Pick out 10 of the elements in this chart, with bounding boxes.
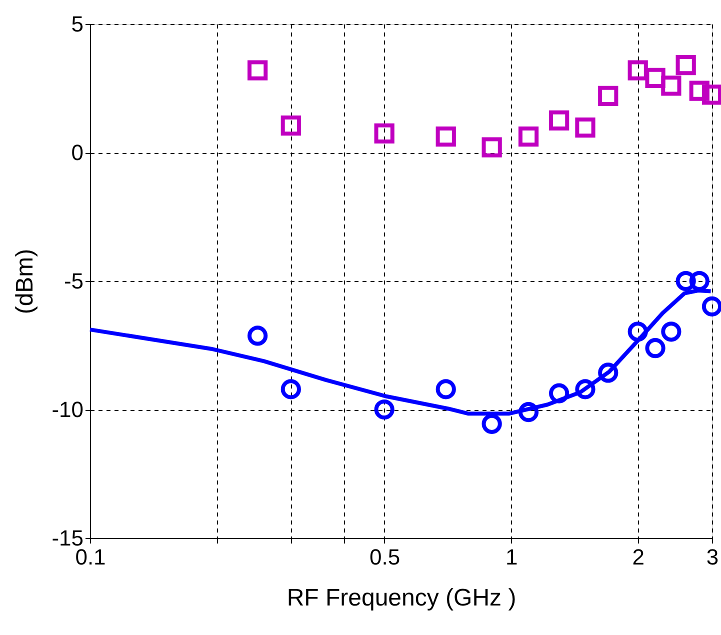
y-tick-label: -5 [64,268,84,294]
x-axis-title: RF Frequency (GHz ) [286,584,516,612]
y-tick-label: -10 [52,397,84,422]
x-tick-label: 2 [632,544,644,570]
x-tick-label: 1 [505,544,518,570]
y-tick-label: 0 [71,140,84,165]
y-axis-title: (dBm) [12,248,39,314]
y-tick-label: 5 [71,12,84,36]
x-tick-label: 0.5 [370,544,400,570]
x-tick-label: 3 [706,544,719,570]
